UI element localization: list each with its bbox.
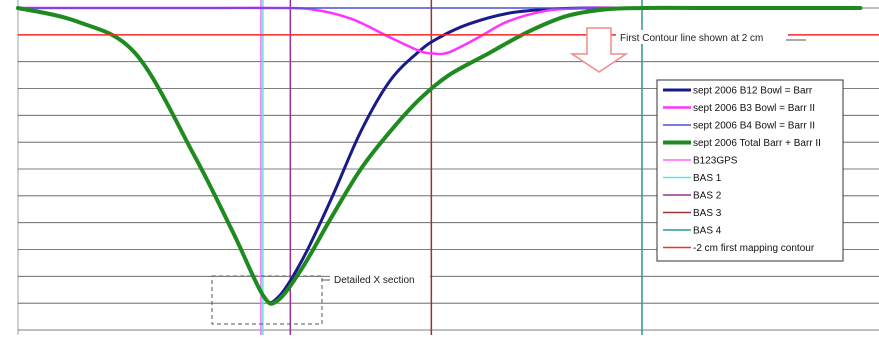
legend-label-bas-3: BAS 3: [693, 208, 722, 219]
legend-box: [656, 79, 844, 262]
legend-label-sept-2006-b3-bowl-barr-ii: sept 2006 B3 Bowl = Barr II: [693, 103, 815, 114]
detail-section-box: [211, 275, 323, 325]
legend-label-sept-2006-b4-bowl-barr-ii: sept 2006 B4 Bowl = Barr II: [693, 121, 815, 132]
legend: sept 2006 B12 Bowl = Barr sept 2006 B3 Bo…: [656, 79, 844, 262]
legend-label-sept-2006-b12-bowl-barr: sept 2006 B12 Bowl = Barr: [693, 86, 813, 97]
series-curve-sept-2006-total-barr-barr-ii: [16, 5, 863, 306]
down-arrow-icon: [569, 27, 629, 73]
first-contour-label-bg: [616, 30, 788, 44]
legend-label-bas-4: BAS 4: [693, 226, 722, 237]
detail-section-label: Detailed X section: [334, 275, 415, 286]
series-curves: [16, 5, 863, 306]
legend-label-bas-1: BAS 1: [693, 173, 722, 184]
legend-label-2-cm-first-mapping-contour: -2 cm first mapping contour: [693, 243, 815, 254]
legend-label-bas-2: BAS 2: [693, 191, 722, 202]
legend-label-b123gps: B123GPS: [693, 156, 738, 167]
legend-label-sept-2006-total-barr-barr-ii: sept 2006 Total Barr + Barr II: [693, 138, 821, 149]
detail-section-label-bg: [330, 272, 430, 286]
first-contour-label: First Contour line shown at 2 cm: [620, 33, 763, 44]
